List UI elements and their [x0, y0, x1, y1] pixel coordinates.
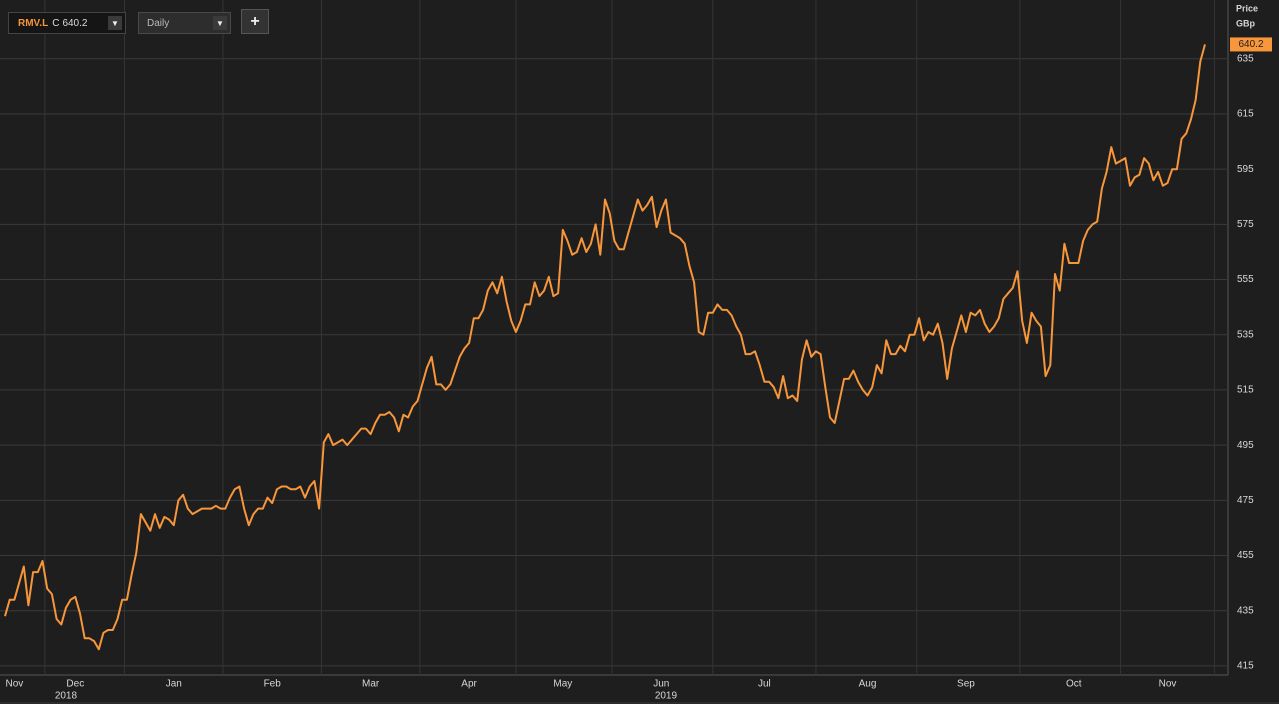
- x-tick-label: Sep: [957, 679, 975, 690]
- add-button[interactable]: +: [241, 9, 269, 34]
- dropdown-arrow[interactable]: ▼: [213, 16, 227, 30]
- last-price-label: 640.2: [1238, 39, 1263, 50]
- y-tick-label: 635: [1237, 53, 1254, 64]
- close-value: 640.2: [62, 17, 88, 29]
- interval-selector[interactable]: Daily ▼: [138, 12, 231, 34]
- symbol: RMV.L: [18, 17, 49, 29]
- x-tick-label: Jun: [653, 679, 669, 690]
- x-tick-label: Feb: [264, 679, 282, 690]
- y-tick-label: 415: [1237, 661, 1254, 672]
- symbol-selector[interactable]: RMV.L C 640.2 ▼: [8, 12, 126, 34]
- x-tick-label: Jul: [758, 679, 771, 690]
- x-tick-label: Dec: [66, 679, 84, 690]
- x-tick-label: Nov: [5, 679, 23, 690]
- y-tick-label: 615: [1237, 109, 1254, 120]
- x-tick-label: Jan: [166, 679, 182, 690]
- y-tick-label: 435: [1237, 605, 1254, 616]
- x-year-label: 2019: [655, 691, 678, 702]
- y-tick-label: 495: [1237, 440, 1254, 451]
- x-tick-label: May: [553, 679, 572, 690]
- x-tick-label: Aug: [859, 679, 877, 690]
- y-axis-title: Price: [1236, 3, 1258, 13]
- x-tick-label: Mar: [362, 679, 380, 690]
- last-price-tag: [1230, 37, 1272, 52]
- x-tick-label: Apr: [461, 679, 477, 690]
- y-axis-unit: GBp: [1236, 18, 1256, 28]
- y-tick-label: 575: [1237, 219, 1254, 230]
- y-tick-label: 515: [1237, 385, 1254, 396]
- x-year-label: 2018: [55, 691, 78, 702]
- y-tick-label: 595: [1237, 164, 1254, 175]
- x-tick-label: Oct: [1066, 679, 1082, 690]
- y-tick-label: 555: [1237, 274, 1254, 285]
- price-line: [4, 44, 1206, 651]
- dropdown-arrow[interactable]: ▼: [108, 16, 122, 30]
- y-tick-label: 455: [1237, 550, 1254, 561]
- interval: Daily: [147, 17, 170, 29]
- x-tick-label: Nov: [1159, 679, 1177, 690]
- y-tick-label: 475: [1237, 495, 1254, 506]
- y-tick-label: 535: [1237, 329, 1254, 340]
- close-label: C: [52, 17, 60, 29]
